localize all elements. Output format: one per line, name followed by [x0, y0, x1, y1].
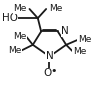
Text: Me: Me [49, 5, 62, 14]
Text: Me: Me [14, 5, 27, 14]
Text: Me: Me [73, 47, 86, 56]
Text: O: O [44, 68, 52, 78]
Text: HO: HO [2, 13, 18, 23]
Text: Me: Me [13, 32, 26, 41]
Text: N: N [46, 52, 53, 61]
Text: •: • [50, 67, 56, 76]
Text: Me: Me [78, 35, 91, 44]
Text: N: N [61, 26, 69, 37]
Text: Me: Me [8, 46, 21, 55]
